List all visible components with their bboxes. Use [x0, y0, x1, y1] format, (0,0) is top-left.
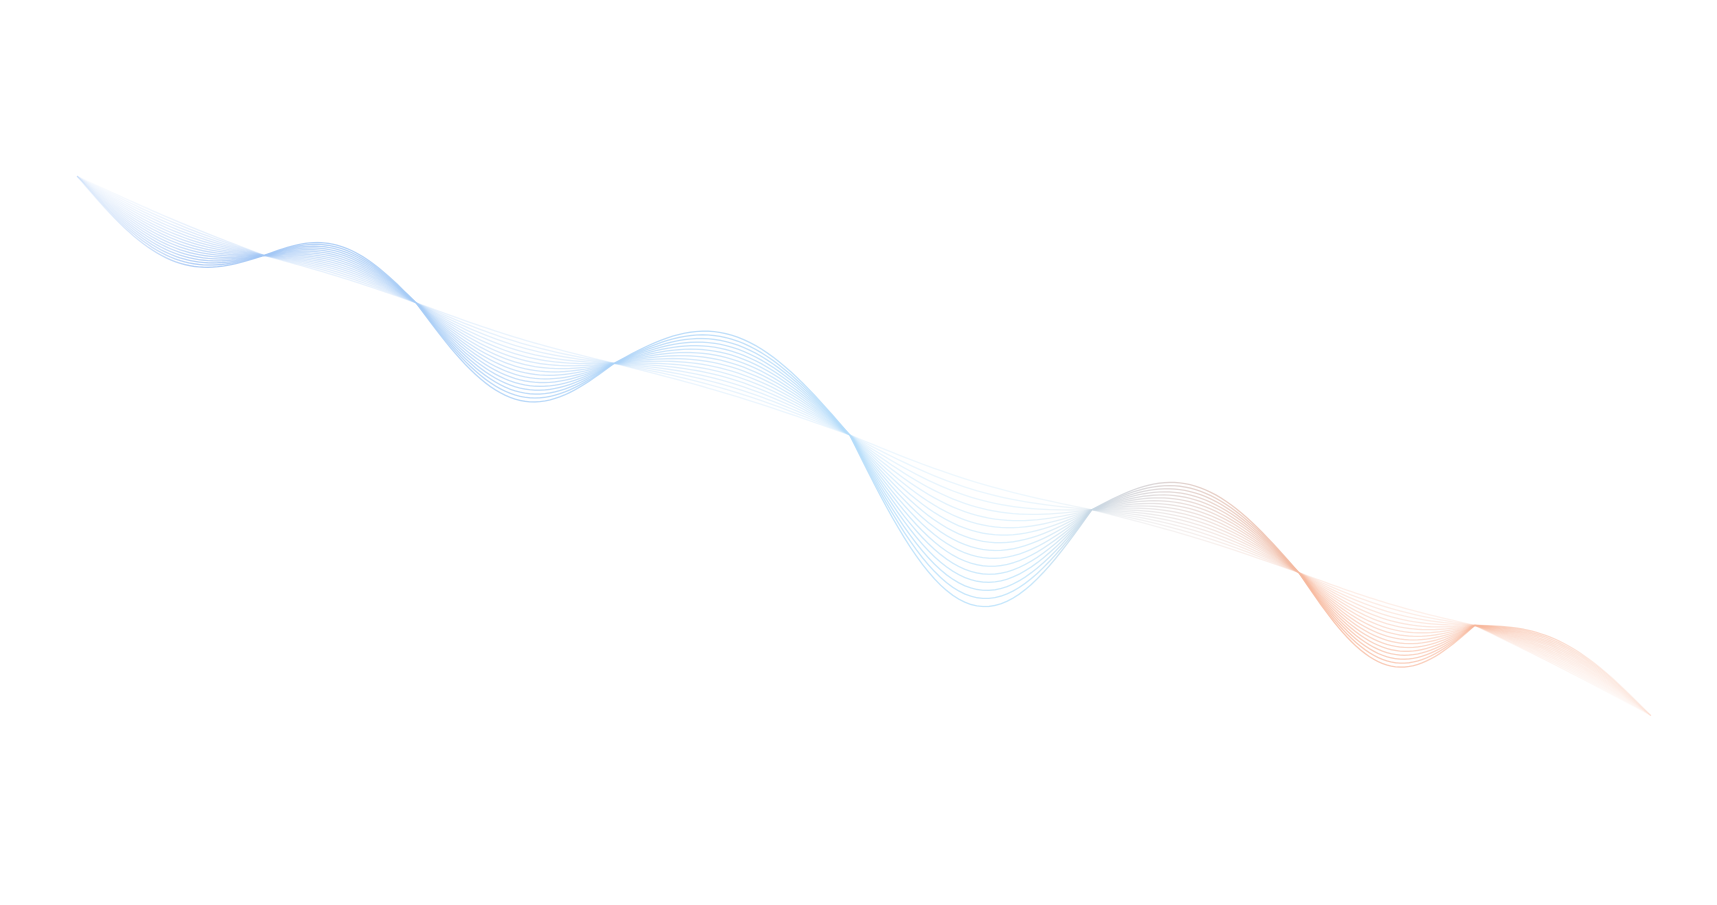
wave-line-group: [76, 175, 1652, 717]
wave-line: [76, 175, 1652, 717]
